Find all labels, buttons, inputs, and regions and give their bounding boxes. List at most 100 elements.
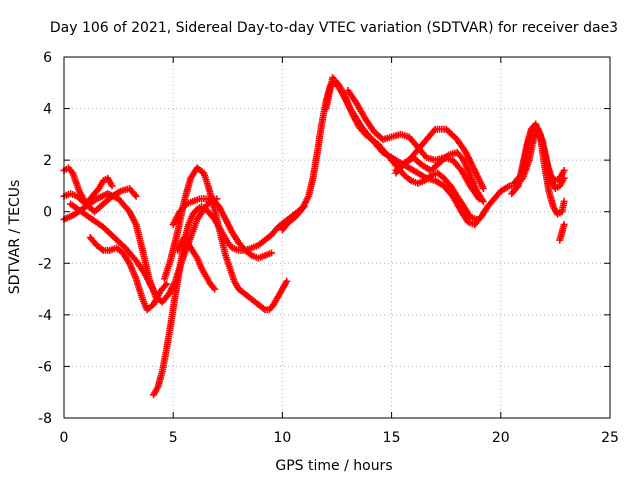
data-point-fill [237,246,247,254]
data-point [479,185,487,193]
data-point-fill [269,225,281,237]
data-point-fill [454,194,467,209]
data-point-fill [425,154,437,163]
data-point-fill [459,168,473,188]
data-point-fill [69,191,79,199]
data-point-fill [142,271,154,289]
data-point-fill [478,204,491,219]
data-point-fill [450,158,464,173]
data-point-fill [79,209,95,222]
data-point-fill [548,179,558,191]
data-point-fill [299,194,312,211]
data-point-fill [468,214,479,223]
data-point-fill [181,176,194,203]
data-point-fill [191,196,201,204]
data-point [479,197,487,205]
data-point-fill [389,158,401,170]
series-track-2 [60,164,116,208]
data-point-fill [263,232,274,243]
data-point [211,285,219,293]
data-point-fill [88,235,99,248]
data-point-fill [420,127,438,147]
data-point-fill [236,240,248,253]
axes: 0 5 10 15 20 25 -8 -6 -4 -2 0 2 4 6 [38,50,619,446]
data-point-fill [257,252,267,261]
data-point-fill [399,131,411,140]
data-point-fill [243,292,254,302]
series-track-5 [67,200,160,298]
x-tick-label: 10 [273,430,291,446]
data-point [132,192,140,200]
data-point-fill [372,129,385,142]
data-point-fill [92,202,106,214]
data-point-fill [407,165,420,176]
y-tick-label: 0 [43,205,52,221]
data-point-fill [127,186,139,199]
data-point-fill [521,135,533,162]
data-point-fill [447,149,459,158]
data-point-fill [167,292,179,325]
x-tick-label: 25 [601,430,619,446]
data-point-fill [95,191,110,202]
data-point-fill [170,210,183,227]
series-track-4 [86,234,171,314]
data-point-fill [472,168,486,191]
y-tick-label: -6 [38,359,52,375]
data-point-fill [463,150,478,173]
data-point-fill [229,230,242,245]
data-point-fill [181,235,194,250]
data-point-fill [161,256,174,281]
data-point-fill [194,256,205,270]
data-point-fill [199,266,209,278]
data-point-fill [208,212,217,222]
data-point-fill [450,194,464,214]
data-point-fill [349,112,362,129]
data-point-fill [203,207,213,217]
data-point-fill [145,302,156,312]
data-point-fill [330,75,342,88]
x-tick-label: 15 [383,430,401,446]
data-point-fill [176,241,188,270]
data-point-fill [407,135,420,149]
data-point-fill [256,237,267,248]
data-point-fill [256,302,267,312]
data-point-fill [195,165,206,176]
data-point [283,277,291,285]
data-point-fill [133,223,146,252]
data-point-fill [549,173,558,183]
data-point-fill [557,176,567,188]
data-point-fill [133,259,148,276]
data-point-fill [185,212,196,226]
data-point [560,221,568,229]
data-point-fill [236,286,248,297]
data-point-fill [263,250,273,259]
data-point-fill [437,153,451,165]
data-point-fill [448,184,460,198]
data-point-fill [185,198,195,207]
data-point-fill [461,158,473,178]
data-point-fill [492,189,503,201]
data-point-fill [411,155,424,168]
data-point-fill [276,219,287,230]
data-points [60,74,568,399]
data-point [108,182,116,190]
data-point-fill [416,170,429,181]
data-point-fill [499,183,512,194]
data-point-fill [511,173,523,186]
data-point-fill [159,347,170,373]
data-point [152,290,160,298]
data-point-fill [168,230,181,260]
data-point-fill [216,204,229,222]
data-point-fill [166,279,178,296]
data-point-fill [155,370,166,389]
data-point-fill [323,76,336,110]
y-tick-label: -4 [38,308,52,324]
data-point-fill [416,178,426,186]
data-point-fill [188,246,200,260]
data-point-fill [223,217,235,234]
data-point-fill [105,176,115,188]
x-tick-label: 0 [60,430,69,446]
data-point-fill [293,207,305,219]
data-point-fill [550,205,560,216]
data-point-fill [441,176,453,188]
